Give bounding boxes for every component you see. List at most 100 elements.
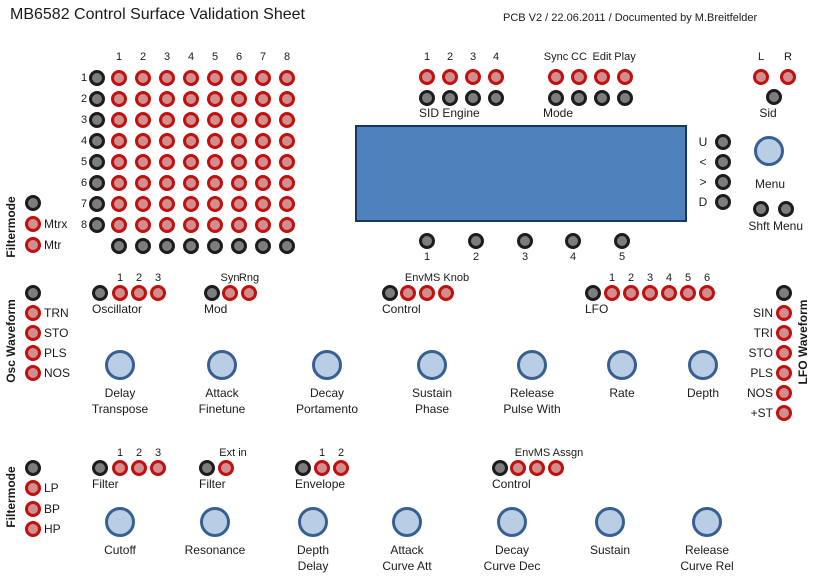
sid-engine-label-2: 2: [446, 51, 454, 63]
matrix-row-3-button[interactable]: [89, 112, 105, 128]
knob-cutoff[interactable]: [105, 507, 135, 537]
matrix-led-r7-c8: [279, 196, 295, 212]
matrix-col-1-button[interactable]: [111, 238, 127, 254]
matrix-led-r8-c4: [183, 217, 199, 233]
matrix-row-4-button[interactable]: [89, 133, 105, 149]
matrix-col-2-button[interactable]: [135, 238, 151, 254]
menu-button-caption: Menu: [772, 219, 804, 233]
filtermode-bottom-select-button[interactable]: [25, 460, 41, 476]
knob-label-decay: Decay: [494, 543, 530, 557]
sid-engine-button-1[interactable]: [419, 90, 435, 106]
knob-rate[interactable]: [607, 350, 637, 380]
nav-button-u[interactable]: [715, 134, 731, 150]
lfo-waveform-led-label-tri: TRI: [753, 326, 773, 340]
matrix-led-r6-c4: [183, 175, 199, 191]
lcd-button-2[interactable]: [468, 233, 484, 249]
filter-select-led-2: [131, 460, 147, 476]
lcd-button-4[interactable]: [565, 233, 581, 249]
osc-waveform-led-pls: [25, 345, 41, 361]
oscillator-select-button[interactable]: [92, 285, 108, 301]
knob-decay-curve-dec[interactable]: [497, 507, 527, 537]
nav-button-x[interactable]: [715, 174, 731, 190]
matrix-led-r7-c6: [231, 196, 247, 212]
filtermode-bottom-led-label-hp: HP: [44, 522, 61, 536]
matrix-led-r3-c8: [279, 112, 295, 128]
nav-button-x[interactable]: [715, 154, 731, 170]
nav-button-d[interactable]: [715, 194, 731, 210]
knob-attack-finetune[interactable]: [207, 350, 237, 380]
mod-led-rng: [241, 285, 257, 301]
matrix-led-r4-c4: [183, 133, 199, 149]
knob-label-attack: Attack: [390, 543, 424, 557]
matrix-col-6-button[interactable]: [231, 238, 247, 254]
sid-engine-button-2[interactable]: [442, 90, 458, 106]
knob-depth[interactable]: [688, 350, 718, 380]
matrix-led-r6-c8: [279, 175, 295, 191]
mode-label-cc: CC: [571, 51, 587, 63]
oscillator-led-label-2: 2: [135, 272, 143, 284]
mode-led-cc: [571, 69, 587, 85]
menu-button[interactable]: [778, 201, 794, 217]
matrix-led-r5-c5: [207, 154, 223, 170]
osc-waveform-select-button[interactable]: [25, 285, 41, 301]
control-knob-select-button[interactable]: [382, 285, 398, 301]
shft-button[interactable]: [753, 201, 769, 217]
knob-attack-curve-att[interactable]: [392, 507, 422, 537]
lfo-led-2: [623, 285, 639, 301]
knob-sustain-phase[interactable]: [417, 350, 447, 380]
lfo-led-5: [680, 285, 696, 301]
knob-release-pulse-with[interactable]: [517, 350, 547, 380]
matrix-col-label-1: 1: [115, 51, 123, 63]
lfo-select-button[interactable]: [585, 285, 601, 301]
matrix-row-5-button[interactable]: [89, 154, 105, 170]
matrix-row-8-button[interactable]: [89, 217, 105, 233]
sid-engine-button-3[interactable]: [465, 90, 481, 106]
control-assign-caption: Control: [492, 477, 531, 491]
knob-release-curve-rel[interactable]: [692, 507, 722, 537]
lcd-button-5[interactable]: [614, 233, 630, 249]
matrix-col-3-button[interactable]: [159, 238, 175, 254]
filtermode-top-led-mtrx: [25, 216, 41, 232]
matrix-led-r7-c5: [207, 196, 223, 212]
matrix-row-6-button[interactable]: [89, 175, 105, 191]
lfo-led-6: [699, 285, 715, 301]
matrix-col-7-button[interactable]: [255, 238, 271, 254]
mode-button-sync[interactable]: [548, 90, 564, 106]
matrix-row-2-button[interactable]: [89, 91, 105, 107]
control-assign-select-button[interactable]: [492, 460, 508, 476]
knob-depth-delay[interactable]: [298, 507, 328, 537]
mode-button-play[interactable]: [617, 90, 633, 106]
lcd-button-1[interactable]: [419, 233, 435, 249]
oscillator-led-1: [112, 285, 128, 301]
matrix-col-5-button[interactable]: [207, 238, 223, 254]
sid-engine-button-4[interactable]: [488, 90, 504, 106]
knob-delay-transpose[interactable]: [105, 350, 135, 380]
matrix-row-1-button[interactable]: [89, 70, 105, 86]
matrix-led-r5-c4: [183, 154, 199, 170]
knob-sustain[interactable]: [595, 507, 625, 537]
knob-resonance[interactable]: [200, 507, 230, 537]
knob-label-rate: Rate: [609, 386, 635, 400]
knob-label-decay: Decay: [309, 386, 345, 400]
mode-button-edit[interactable]: [594, 90, 610, 106]
filtermode-bottom-led-hp: [25, 521, 41, 537]
knob-decay-portamento[interactable]: [312, 350, 342, 380]
matrix-col-8-button[interactable]: [279, 238, 295, 254]
lcd-button-3[interactable]: [517, 233, 533, 249]
sid-engine-label-4: 4: [492, 51, 500, 63]
mode-button-cc[interactable]: [571, 90, 587, 106]
filter-ext-select-button[interactable]: [199, 460, 215, 476]
menu-encoder-knob[interactable]: [754, 136, 784, 166]
matrix-row-7-button[interactable]: [89, 196, 105, 212]
oscillator-led-label-1: 1: [116, 272, 124, 284]
sid-select-button[interactable]: [766, 89, 782, 105]
envelope-select-button[interactable]: [295, 460, 311, 476]
filter-select-select-button[interactable]: [92, 460, 108, 476]
filtermode-top-select-button[interactable]: [25, 195, 41, 211]
mod-select-button[interactable]: [204, 285, 220, 301]
knob-label-sustain: Sustain: [589, 543, 631, 557]
matrix-col-4-button[interactable]: [183, 238, 199, 254]
lfo-waveform-select-button[interactable]: [776, 285, 792, 301]
matrix-led-r6-c1: [111, 175, 127, 191]
